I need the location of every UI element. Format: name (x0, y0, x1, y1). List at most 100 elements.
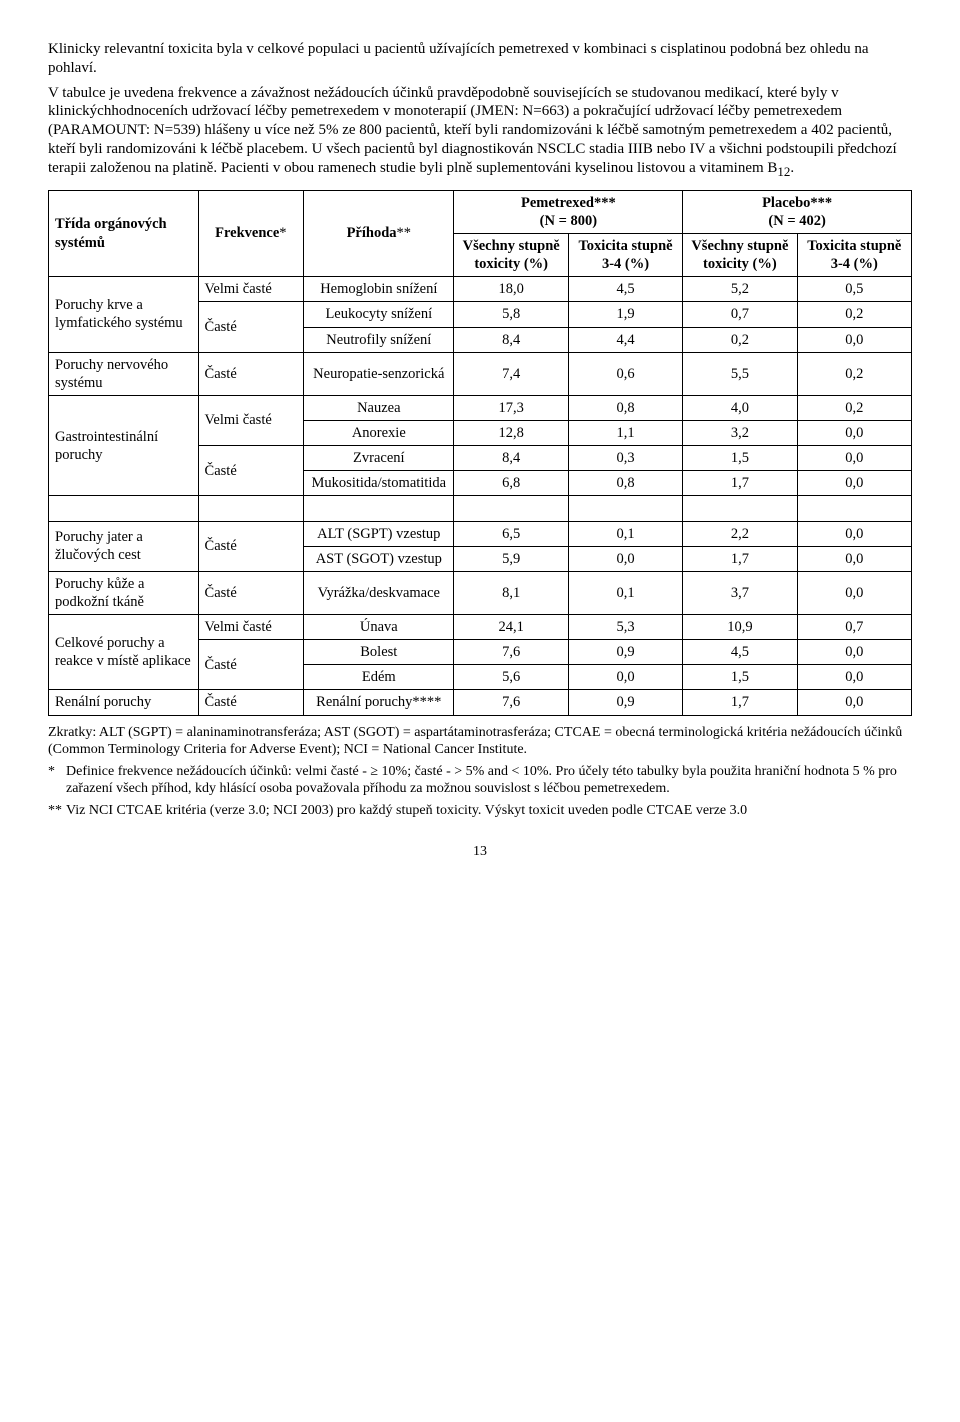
col-placebo: Placebo***(N = 402) (683, 190, 912, 233)
cell-freq: Časté (198, 690, 304, 715)
cell-val: 0,9 (568, 690, 682, 715)
footnote-1-text: Definice frekvence nežádoucích účinků: v… (66, 763, 908, 798)
cell-event: Nauzea (304, 395, 454, 420)
col-class: Třída orgánových systémů (49, 190, 199, 277)
cell-event: AST (SGOT) vzestup (304, 546, 454, 571)
cell-val: 0,0 (797, 471, 911, 496)
cell-val (797, 496, 911, 521)
cell-class: Gastrointestinální poruchy (49, 395, 199, 496)
cell-val: 4,5 (683, 640, 797, 665)
paragraph-2-text: V tabulce je uvedena frekvence a závažno… (48, 85, 897, 176)
cell-val: 5,3 (568, 615, 682, 640)
cell-val: 0,8 (568, 471, 682, 496)
cell-val: 4,0 (683, 395, 797, 420)
col-plac-all: Všechny stupně toxicity (%) (683, 234, 797, 277)
cell-event: Anorexie (304, 421, 454, 446)
col-pem-all: Všechny stupně toxicity (%) (454, 234, 568, 277)
cell-val: 8,4 (454, 327, 568, 352)
cell-val: 0,0 (797, 640, 911, 665)
cell-val: 0,0 (797, 521, 911, 546)
cell-val: 7,4 (454, 352, 568, 395)
cell-class: Poruchy nervového systému (49, 352, 199, 395)
cell-val: 5,2 (683, 277, 797, 302)
cell-val: 0,9 (568, 640, 682, 665)
cell-val: 6,8 (454, 471, 568, 496)
cell-val: 6,5 (454, 521, 568, 546)
cell-val: 4,5 (568, 277, 682, 302)
cell-val: 0,5 (797, 277, 911, 302)
cell-val: 1,7 (683, 546, 797, 571)
table-row: Poruchy nervového systému Časté Neuropat… (49, 352, 912, 395)
cell-event (304, 496, 454, 521)
cell-event: Renální poruchy**** (304, 690, 454, 715)
cell-freq: Časté (198, 352, 304, 395)
cell-val: 10,9 (683, 615, 797, 640)
cell-val: 5,9 (454, 546, 568, 571)
footnote-2-mark: ** (48, 802, 66, 820)
cell-val: 0,1 (568, 521, 682, 546)
cell-val: 0,0 (568, 665, 682, 690)
cell-freq: Časté (198, 640, 304, 690)
cell-val: 2,2 (683, 521, 797, 546)
table-row: Renální poruchy Časté Renální poruchy***… (49, 690, 912, 715)
cell-event: ALT (SGPT) vzestup (304, 521, 454, 546)
cell-val: 0,0 (568, 546, 682, 571)
paragraph-1: Klinicky relevantní toxicita byla v celk… (48, 40, 912, 78)
table-row: Poruchy jater a žlučových cest Časté ALT… (49, 521, 912, 546)
cell-val: 0,2 (797, 395, 911, 420)
abbreviations: Zkratky: ALT (SGPT) = alaninaminotransfe… (48, 724, 912, 759)
cell-val: 5,8 (454, 302, 568, 327)
cell-event: Bolest (304, 640, 454, 665)
paragraph-2-end: . (790, 160, 794, 176)
cell-freq: Časté (198, 446, 304, 496)
cell-event: Únava (304, 615, 454, 640)
cell-val: 0,0 (797, 665, 911, 690)
cell-class: Renální poruchy (49, 690, 199, 715)
cell-val: 0,0 (797, 690, 911, 715)
cell-event: Vyrážka/deskvamace (304, 571, 454, 614)
cell-event: Mukositida/stomatitida (304, 471, 454, 496)
cell-freq (198, 496, 304, 521)
cell-val: 0,2 (683, 327, 797, 352)
cell-val (683, 496, 797, 521)
cell-val: 1,5 (683, 665, 797, 690)
header-row-1: Třída orgánových systémů Frekvence* Příh… (49, 190, 912, 233)
cell-val: 0,0 (797, 546, 911, 571)
cell-val (568, 496, 682, 521)
cell-val: 0,0 (797, 327, 911, 352)
b12-subscript: 12 (777, 164, 790, 179)
cell-event: Leukocyty snížení (304, 302, 454, 327)
footnote-1: *Definice frekvence nežádoucích účinků: … (48, 763, 912, 798)
table-row: Gastrointestinální poruchy Velmi časté N… (49, 395, 912, 420)
col-plac-g34: Toxicita stupně 3-4 (%) (797, 234, 911, 277)
footnote-1-mark: * (48, 763, 66, 781)
cell-val: 1,7 (683, 471, 797, 496)
col-frequency: Frekvence* (198, 190, 304, 277)
cell-freq: Časté (198, 521, 304, 571)
cell-val: 18,0 (454, 277, 568, 302)
cell-val (454, 496, 568, 521)
cell-event: Zvracení (304, 446, 454, 471)
table-row: Poruchy krve a lymfatického systému Velm… (49, 277, 912, 302)
cell-val: 1,5 (683, 446, 797, 471)
col-pem-g34: Toxicita stupně 3-4 (%) (568, 234, 682, 277)
cell-val: 17,3 (454, 395, 568, 420)
footnotes: Zkratky: ALT (SGPT) = alaninaminotransfe… (48, 724, 912, 820)
cell-val: 3,7 (683, 571, 797, 614)
cell-val: 0,2 (797, 352, 911, 395)
cell-val: 7,6 (454, 690, 568, 715)
footnote-2-text: Viz NCI CTCAE kritéria (verze 3.0; NCI 2… (66, 802, 908, 820)
adverse-events-table: Třída orgánových systémů Frekvence* Příh… (48, 190, 912, 716)
cell-val: 0,2 (797, 302, 911, 327)
cell-val: 3,2 (683, 421, 797, 446)
cell-val: 24,1 (454, 615, 568, 640)
cell-freq: Velmi časté (198, 277, 304, 302)
cell-val: 0,7 (797, 615, 911, 640)
cell-val: 0,6 (568, 352, 682, 395)
cell-event: Hemoglobin snížení (304, 277, 454, 302)
cell-val: 0,0 (797, 421, 911, 446)
col-pemetrexed: Pemetrexed***(N = 800) (454, 190, 683, 233)
cell-val: 1,7 (683, 690, 797, 715)
cell-class: Celkové poruchy a reakce v místě aplikac… (49, 615, 199, 690)
page-number: 13 (48, 843, 912, 861)
